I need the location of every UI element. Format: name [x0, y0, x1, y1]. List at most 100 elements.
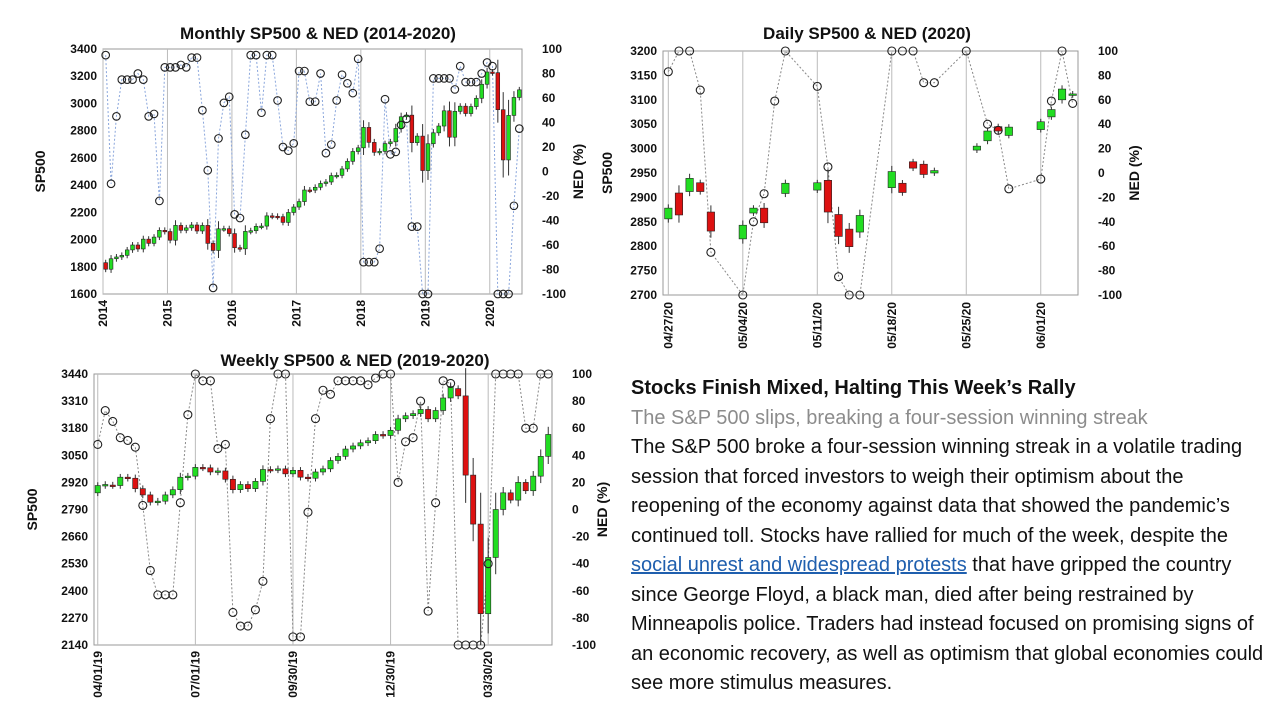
y2-tick-label: -40: [542, 214, 560, 228]
y-axis-title: SP500: [24, 488, 40, 530]
candle-up: [387, 429, 394, 436]
ned-point: [265, 414, 275, 424]
y-tick-label: 2200: [70, 205, 97, 219]
y-tick-label: 2850: [630, 215, 657, 229]
x-tick-label: 2018: [354, 300, 368, 327]
ned-line: [667, 49, 1074, 297]
ned-point: [401, 437, 411, 447]
ned-point: [887, 46, 897, 56]
candle-up: [117, 476, 124, 486]
y2-tick-label: 0: [572, 503, 579, 517]
candle-up: [154, 500, 161, 503]
candle-down: [823, 180, 832, 213]
y2-tick-label: -40: [1098, 215, 1116, 229]
ned-point: [823, 162, 833, 172]
candle-up: [357, 442, 364, 447]
candle-up: [388, 141, 393, 144]
candle-down: [135, 244, 141, 250]
monthly-chart: Monthly SP500 & NED (2014-2020) 2014 2015…: [0, 0, 600, 345]
candle-up: [320, 468, 326, 473]
ned-point: [418, 289, 427, 299]
ned-point: [318, 385, 328, 395]
candle-up: [237, 484, 244, 490]
candle-down: [282, 468, 289, 475]
candle-up: [130, 244, 135, 251]
candle-down: [898, 182, 907, 193]
ned-point: [461, 77, 470, 87]
ned-point: [108, 416, 118, 426]
y-tick-label: 2700: [630, 288, 657, 302]
candle-up: [302, 189, 307, 202]
candle-up: [515, 482, 522, 501]
y-tick-label: 2400: [70, 178, 97, 192]
ned-point: [919, 78, 929, 88]
ned-point: [1057, 46, 1067, 56]
ned-point: [138, 75, 148, 84]
candle-down: [162, 230, 167, 233]
x-tick-label: 03/30/20: [481, 651, 495, 698]
ned-point: [326, 140, 336, 149]
daily-chart-svg: 04/27/20 05/04/20 05/11/20 05/18/20 05/25/20…: [599, 44, 1142, 349]
candle-down: [470, 474, 477, 525]
ned-point: [175, 498, 185, 508]
candle-up: [345, 160, 350, 170]
candle-up: [511, 97, 517, 116]
candle-up: [468, 106, 474, 114]
ned-point: [386, 150, 395, 159]
ned-point: [431, 498, 441, 508]
ned-point: [359, 257, 368, 267]
ned-point: [310, 414, 321, 424]
y2-tick-label: 100: [542, 42, 562, 56]
candle-up: [530, 475, 537, 492]
ned-point: [1036, 174, 1046, 184]
ned-point: [834, 272, 844, 282]
ned-point: [155, 196, 164, 206]
ned-point: [423, 606, 433, 616]
candle-up: [264, 215, 270, 227]
y-tick-label: 3180: [61, 421, 88, 435]
x-tick-label: 2014: [96, 300, 110, 327]
ned-point: [208, 283, 218, 293]
ned-point: [348, 88, 358, 98]
ned-point: [205, 376, 215, 386]
ned-point: [408, 433, 418, 443]
candle-up: [291, 206, 296, 213]
candle-down: [267, 469, 274, 472]
ned-point: [483, 559, 493, 569]
ned-point: [300, 66, 309, 76]
candle-up: [432, 410, 439, 420]
ned-point: [371, 373, 381, 383]
ned-point: [476, 640, 486, 650]
candle-up: [1036, 121, 1045, 130]
y2-tick-label: 100: [1098, 44, 1118, 58]
ned-point: [325, 389, 336, 399]
ned-point: [466, 77, 476, 87]
ned-point: [488, 61, 497, 71]
daily-chart-title: Daily SP500 & NED (2020): [763, 24, 971, 43]
ned-point: [176, 60, 186, 70]
y2-tick-label: 40: [542, 116, 556, 130]
y2-tick-label: -60: [1098, 239, 1116, 253]
candle-down: [760, 207, 769, 224]
candle-down: [463, 105, 468, 114]
candle-down: [845, 228, 854, 247]
ned-point: [289, 138, 299, 148]
y-tick-label: 3100: [630, 93, 657, 107]
y-tick-label: 2750: [630, 264, 657, 278]
candle-up: [361, 127, 366, 149]
candle-down: [696, 182, 705, 192]
candle-up: [335, 456, 341, 461]
ned-point: [224, 92, 234, 102]
candle-up: [685, 178, 694, 192]
candle-up: [479, 83, 484, 99]
candle-up: [253, 226, 259, 232]
y-tick-label: 3150: [630, 68, 657, 82]
candle-down: [167, 231, 173, 241]
candle-up: [930, 170, 939, 174]
candle-down: [919, 163, 928, 175]
ned-point: [355, 376, 366, 386]
candle-up: [382, 143, 388, 152]
candle-up: [192, 467, 199, 477]
protests-link[interactable]: social unrest and widespread protests: [631, 554, 967, 576]
candle-down: [109, 484, 116, 487]
